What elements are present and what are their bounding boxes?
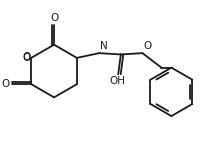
Text: O: O <box>50 13 58 23</box>
Text: O: O <box>1 79 9 89</box>
Text: O: O <box>143 41 152 51</box>
Text: O: O <box>22 52 30 62</box>
Text: O: O <box>22 53 30 63</box>
Text: N: N <box>100 41 108 51</box>
Text: OH: OH <box>109 76 125 86</box>
